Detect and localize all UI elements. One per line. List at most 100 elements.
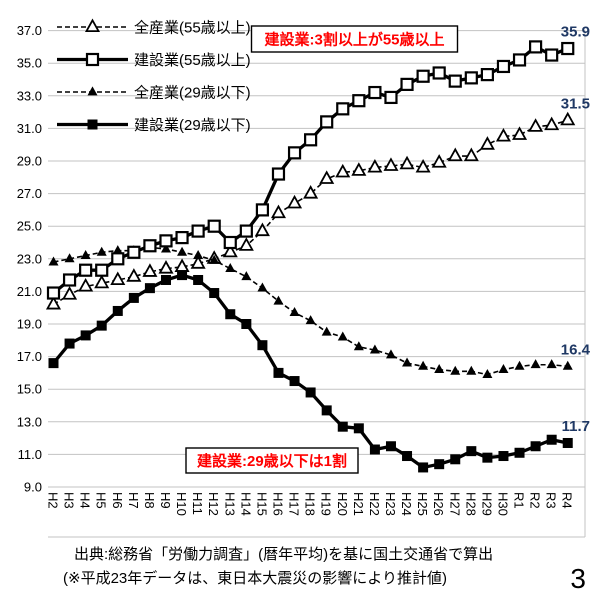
open-triangle-marker: [254, 222, 270, 237]
filled-square-marker: [273, 367, 284, 378]
annotation-text: 建設業:29歳以下は1割: [197, 452, 347, 470]
open-triangle-marker: [142, 263, 158, 277]
filled-square-marker: [96, 320, 107, 331]
x-tick-label: H12: [206, 492, 221, 516]
x-tick-label: H25: [415, 492, 430, 516]
open-triangle-marker: [447, 147, 463, 162]
open-triangle-marker: [158, 260, 174, 274]
filled-triangle-marker: [514, 360, 525, 370]
open-square-marker: [271, 167, 286, 181]
filled-triangle-marker: [160, 243, 171, 253]
y-tick-label: 11.0: [18, 447, 42, 462]
open-square-marker: [127, 245, 141, 259]
series-3: [48, 270, 573, 473]
open-square-marker: [46, 286, 61, 300]
x-tick-label: H16: [270, 492, 285, 516]
open-triangle-marker: [303, 185, 319, 199]
filled-square-marker: [177, 270, 188, 281]
x-tick-label: H26: [431, 492, 446, 516]
filled-triangle-marker: [482, 368, 493, 378]
x-tick-label: R2: [528, 492, 543, 509]
filled-square-marker: [48, 358, 59, 369]
open-square-marker: [336, 102, 350, 116]
x-tick-label: R3: [544, 492, 559, 509]
legend-item-2: 全産業(29歳以下): [57, 84, 251, 102]
open-triangle-marker: [110, 271, 126, 285]
x-tick-label: H8: [142, 492, 157, 509]
open-triangle-marker: [238, 237, 254, 251]
open-triangle-marker: [45, 295, 62, 310]
x-tick-label: H30: [495, 492, 510, 516]
x-tick-label: H10: [174, 492, 189, 516]
filled-triangle-marker: [546, 359, 557, 369]
open-square-marker: [62, 273, 77, 287]
open-triangle-marker: [94, 274, 110, 289]
page-number: 3: [570, 563, 586, 594]
open-square-marker: [512, 53, 527, 67]
open-square-marker: [95, 263, 109, 277]
filled-square-marker: [144, 283, 155, 294]
filled-triangle-marker: [498, 364, 509, 374]
open-triangle-marker: [126, 268, 142, 282]
open-square-marker: [416, 69, 430, 83]
x-tick-label: H15: [254, 492, 269, 516]
open-triangle-marker: [495, 128, 511, 142]
y-tick-label: 15.0: [17, 382, 42, 397]
y-tick-label: 31.0: [17, 121, 42, 136]
source-line-1: 出典:総務省「労働力調査」(暦年平均)を基に国土交通省で算出: [74, 546, 494, 563]
filled-triangle-marker: [321, 326, 332, 336]
x-tick-label: H9: [158, 492, 173, 509]
x-tick-label: H28: [463, 492, 478, 516]
annotation-text: 建設業:3割以上が55歳以上: [264, 31, 444, 49]
filled-triangle-marker: [385, 349, 396, 359]
open-square-marker: [79, 263, 93, 277]
filled-square-marker: [466, 446, 477, 457]
open-triangle-marker: [190, 255, 206, 269]
filled-square-marker: [514, 447, 525, 458]
filled-triangle-marker: [241, 271, 252, 281]
x-tick-label: H21: [351, 492, 366, 516]
open-square-marker: [545, 48, 559, 62]
legend-item-3: 建設業(29歳以下): [57, 117, 251, 134]
open-square-marker: [223, 235, 237, 250]
open-square-marker: [239, 224, 253, 238]
x-tick-label: H23: [383, 492, 398, 516]
y-tick-label: 19.0: [17, 317, 42, 332]
x-tick-label: H6: [110, 492, 125, 509]
chart: 9.0 11.0 13.0 15.0 17.0 19.0 21.0 23.0 25.0 27.0 2…: [17, 18, 591, 538]
open-square-marker: [143, 239, 157, 253]
filled-square-marker: [257, 340, 268, 351]
end-value-label: 31.5: [561, 95, 590, 112]
filled-square-marker: [434, 459, 445, 470]
filled-triangle-marker: [87, 86, 98, 96]
open-square-marker: [159, 234, 173, 248]
open-square-marker: [287, 146, 302, 160]
filled-triangle-marker: [434, 364, 445, 374]
filled-square-marker: [546, 434, 557, 445]
open-square-marker: [448, 74, 462, 88]
y-tick-label: 13.0: [17, 414, 42, 429]
filled-square-marker: [562, 437, 573, 448]
open-triangle-marker: [367, 158, 383, 173]
open-triangle-marker: [270, 204, 287, 219]
open-square-marker: [528, 40, 543, 54]
filled-square-marker: [530, 441, 541, 452]
open-triangle-marker: [62, 286, 78, 300]
filled-triangle-marker: [209, 254, 220, 264]
filled-square-marker: [64, 338, 75, 349]
filled-square-marker: [160, 274, 171, 285]
filled-square-marker: [498, 451, 509, 462]
filled-square-marker: [321, 405, 332, 416]
open-square-marker: [191, 224, 205, 238]
legend-label: 建設業(55歳以上): [134, 52, 251, 69]
open-square-marker: [464, 71, 478, 85]
filled-square-marker: [193, 274, 204, 285]
annotation-border: [250, 25, 459, 53]
filled-square-marker: [418, 462, 429, 473]
x-tick-label: H7: [126, 492, 141, 509]
x-tick-label: H4: [78, 492, 93, 509]
filled-triangle-marker: [177, 246, 188, 256]
filled-triangle-marker: [530, 359, 541, 369]
open-triangle-marker: [528, 118, 544, 132]
